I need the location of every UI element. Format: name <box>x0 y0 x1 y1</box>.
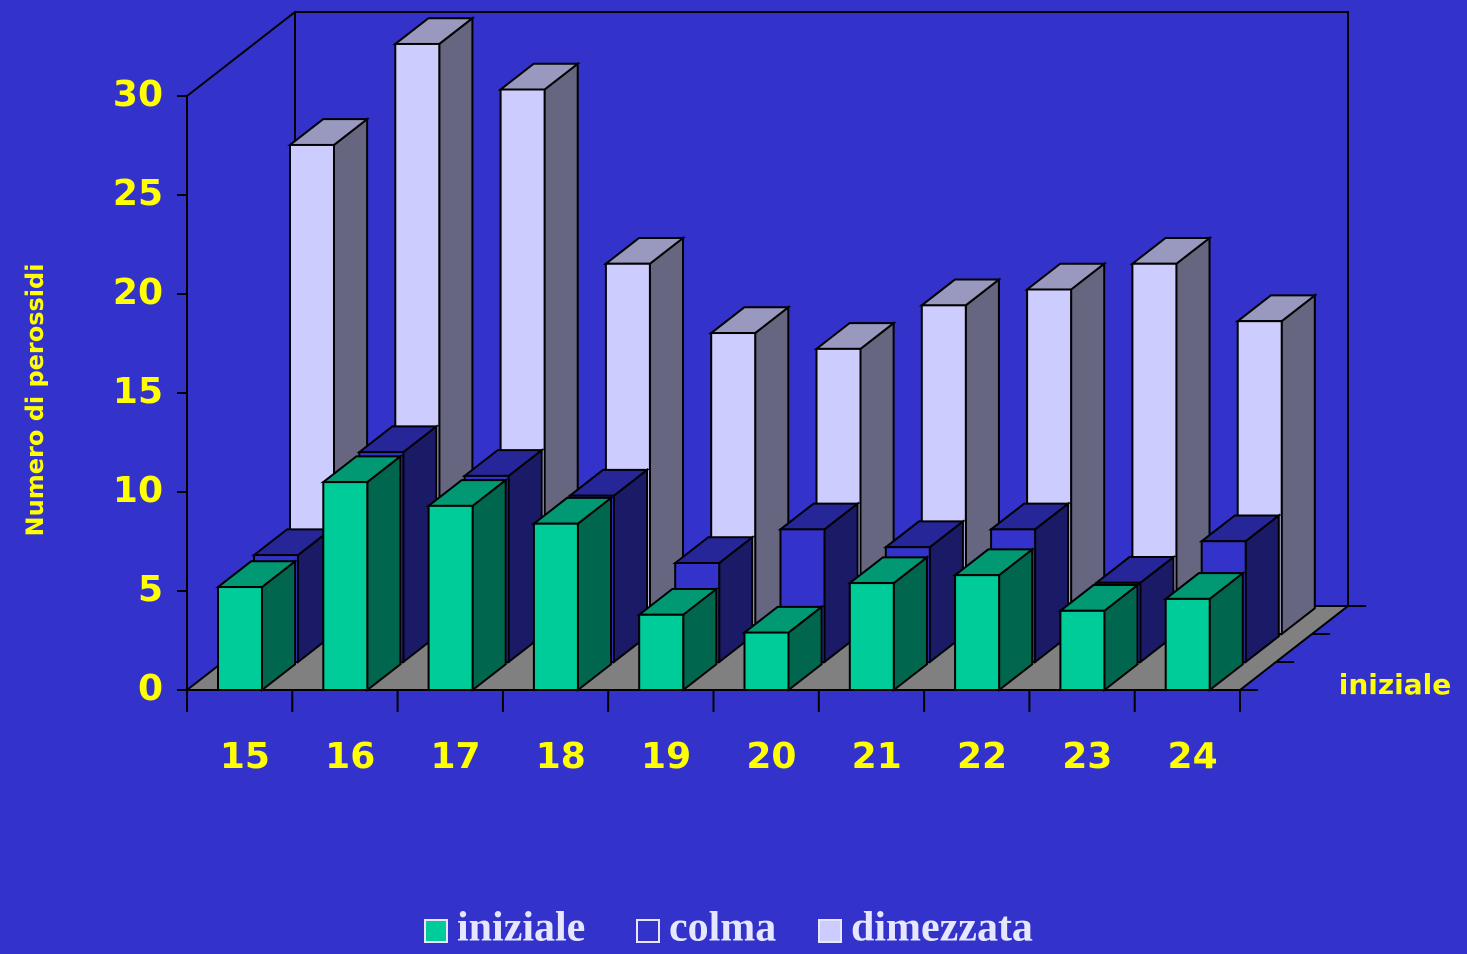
y-tick-label: 15 <box>113 371 163 412</box>
x-tick-label: 21 <box>852 736 902 777</box>
x-tick-label: 22 <box>957 736 1007 777</box>
y-tick-label: 0 <box>138 668 163 709</box>
bar-side <box>1070 261 1106 637</box>
x-tick-label: 24 <box>1168 736 1218 777</box>
y-tick-label: 5 <box>138 569 163 610</box>
bar <box>217 586 263 691</box>
depth-label: iniziale <box>1339 668 1452 701</box>
bar <box>1059 609 1106 691</box>
y-tick-label: 30 <box>113 74 163 115</box>
legend-swatch <box>636 919 660 943</box>
bar <box>954 574 1001 691</box>
x-tick-label: 15 <box>220 736 270 777</box>
bar-side <box>1280 293 1316 637</box>
x-tick-label: 23 <box>1062 736 1112 777</box>
x-tick-label: 17 <box>430 736 480 777</box>
legend-label: iniziale <box>457 905 585 951</box>
bar <box>532 522 579 691</box>
legend-swatch <box>818 919 842 943</box>
bar <box>427 504 474 691</box>
bar-side <box>471 478 507 693</box>
y-tick-label: 25 <box>113 173 163 214</box>
bar <box>638 613 685 692</box>
x-tick-label: 16 <box>325 736 375 777</box>
legend-swatch <box>424 919 448 943</box>
y-axis-label: Numero di perossidi <box>21 264 49 537</box>
bar <box>1164 597 1211 691</box>
y-tick-label: 10 <box>113 470 163 511</box>
x-tick-label: 18 <box>536 736 586 777</box>
bar-side <box>576 495 613 693</box>
x-tick-label: 20 <box>746 736 796 777</box>
x-tick-label: 19 <box>641 736 691 777</box>
bar-side <box>366 454 402 693</box>
bar <box>743 631 790 692</box>
back-wall <box>186 11 1349 606</box>
legend-label: colma <box>669 905 776 951</box>
y-tick-label: 20 <box>113 272 163 313</box>
legend-label: dimezzata <box>851 905 1033 951</box>
bar <box>322 481 369 691</box>
bar <box>848 582 895 692</box>
